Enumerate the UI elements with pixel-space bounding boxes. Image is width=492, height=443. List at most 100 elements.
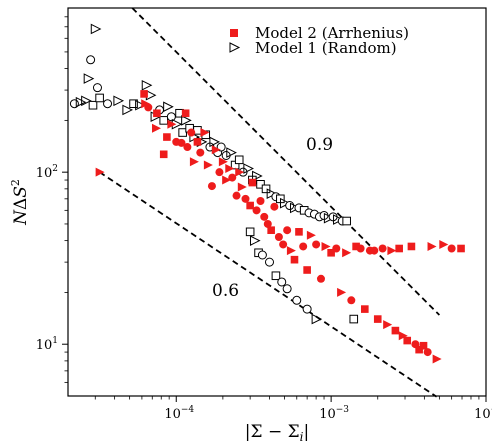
data-point-series-1-43: [261, 184, 271, 194]
data-point-series-1-42: [256, 180, 265, 189]
data-point-series-0-76: [447, 244, 456, 253]
x-axis-label: |Σ − Σi|: [245, 422, 309, 443]
data-point-series-0-38: [274, 232, 283, 241]
data-point-series-0-23: [222, 175, 232, 185]
data-point-series-0-75: [439, 239, 449, 249]
data-point-series-1-6: [86, 55, 96, 65]
slope-annotation-0-9: 0.9: [306, 135, 333, 155]
data-point-series-1-12: [129, 99, 138, 109]
data-point-series-0-48: [316, 274, 325, 283]
data-point-series-0-49: [321, 241, 331, 251]
data-point-series-1-13: [135, 99, 146, 111]
data-point-series-0-73: [427, 241, 437, 251]
data-point-series-1-67: [277, 277, 287, 287]
data-point-series-0-17: [200, 128, 210, 138]
data-point-series-1-60: [342, 216, 351, 226]
data-point-series-0-53: [342, 248, 352, 258]
data-point-series-0-18: [203, 160, 213, 170]
data-point-series-0-62: [383, 320, 393, 330]
data-point-series-0-32: [252, 206, 261, 215]
data-point-series-1-62: [249, 235, 261, 246]
data-point-series-1-71: [311, 313, 323, 325]
data-point-series-1-37: [234, 155, 244, 165]
data-point-series-0-3: [144, 103, 153, 112]
data-point-series-0-1: [140, 90, 148, 98]
data-point-series-1-14: [141, 79, 153, 91]
data-point-series-0-55: [352, 242, 360, 251]
data-point-series-0-37: [270, 202, 279, 211]
data-point-series-1-8: [92, 83, 102, 93]
data-point-series-0-25: [228, 173, 237, 182]
data-point-series-0-22: [218, 157, 228, 167]
data-point-series-1-31: [209, 136, 221, 148]
data-point-series-1-24: [181, 115, 192, 126]
data-point-series-1-9: [103, 99, 113, 109]
y-tick-label-1: 102: [36, 164, 58, 181]
data-point-series-0-2: [141, 99, 151, 109]
data-point-series-0-19: [207, 182, 216, 191]
data-point-series-0-7: [163, 133, 171, 141]
data-point-series-0-40: [283, 226, 292, 235]
data-point-series-0-8: [167, 119, 177, 129]
data-point-series-0-39: [279, 240, 288, 249]
data-point-series-0-67: [403, 336, 412, 345]
data-point-series-1-47: [280, 197, 291, 209]
legend-marker-model-2: [230, 29, 238, 37]
x-tick-label-1: 10−3: [319, 405, 349, 422]
data-point-series-0-6: [159, 150, 168, 159]
data-point-series-0-15: [193, 138, 202, 146]
x-tick-label-2: 10−2: [474, 405, 492, 422]
data-point-series-0-43: [295, 228, 303, 236]
data-point-series-0-20: [211, 145, 221, 155]
data-point-series-1-2: [81, 95, 92, 107]
data-point-series-0-54: [347, 296, 356, 305]
data-point-series-0-46: [306, 230, 316, 240]
data-point-series-0-4: [151, 123, 161, 133]
data-point-series-1-4: [95, 93, 104, 103]
data-point-series-0-65: [395, 244, 403, 253]
data-point-series-1-20: [166, 112, 176, 122]
data-point-series-0-66: [398, 331, 408, 341]
data-point-series-0-68: [407, 242, 416, 251]
data-point-series-1-61: [245, 227, 255, 237]
plot-frame: [67, 7, 487, 397]
data-point-series-0-44: [299, 242, 308, 251]
data-point-series-0-13: [187, 128, 196, 137]
legend: Model 2 (Arrhenius) Model 1 (Random): [229, 24, 409, 57]
reference-line-slope-0-9: [131, 7, 441, 316]
data-point-series-1-48: [285, 201, 295, 211]
data-point-series-1-68: [282, 284, 292, 294]
data-point-series-1-5: [90, 23, 102, 35]
data-point-series-1-7: [83, 73, 95, 84]
data-point-series-0-50: [327, 248, 335, 257]
data-point-series-0-47: [312, 240, 321, 249]
slope-annotation-0-6: 0.6: [212, 281, 239, 301]
data-point-series-0-61: [378, 244, 387, 253]
data-point-series-1-72: [349, 314, 359, 324]
x-tick-label-0: 10−4: [164, 405, 194, 422]
legend-marker-model-1: [229, 42, 241, 53]
data-point-series-0-28: [237, 182, 247, 192]
data-point-series-1-35: [226, 147, 237, 158]
data-point-series-0-11: [181, 109, 190, 118]
data-point-series-0-77: [457, 244, 465, 253]
data-point-series-1-10: [113, 95, 125, 107]
data-point-series-1-66: [271, 271, 281, 281]
data-point-series-0-14: [189, 157, 199, 167]
data-point-series-1-64: [257, 250, 267, 260]
data-point-series-0-60: [373, 315, 382, 323]
data-point-series-0-30: [246, 201, 254, 210]
data-point-series-0-45: [303, 266, 311, 274]
data-point-series-0-5: [153, 109, 161, 118]
data-point-series-1-19: [163, 101, 174, 113]
data-point-series-0-26: [232, 191, 241, 200]
data-point-series-0-74: [432, 354, 442, 364]
data-point-series-1-41: [252, 170, 263, 182]
data-point-series-0-35: [263, 219, 272, 228]
data-point-series-1-65: [264, 257, 274, 267]
legend-label-model-2: Model 2 (Arrhenius): [255, 24, 409, 42]
data-point-series-1-69: [292, 295, 302, 305]
data-point-series-0-70: [415, 345, 423, 354]
data-point-series-0-71: [419, 341, 428, 350]
